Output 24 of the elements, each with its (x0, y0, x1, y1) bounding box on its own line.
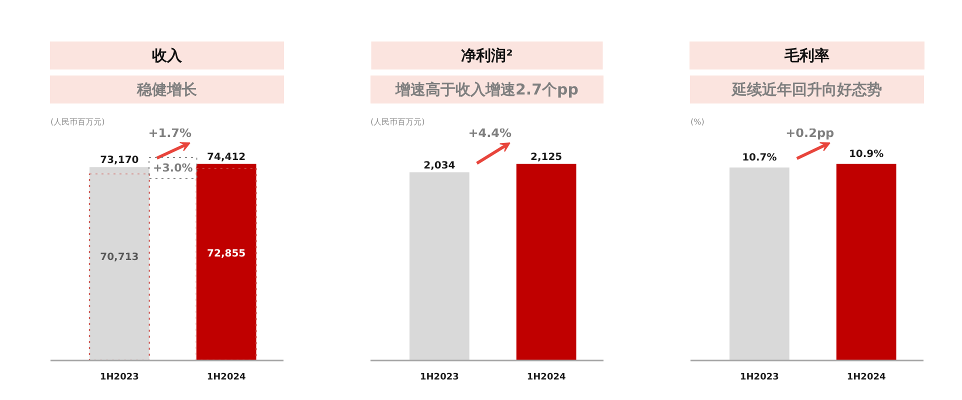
chart-subtitle: 增速高于收入增速2.7个pp (394, 80, 579, 98)
data-label: 10.7% (742, 152, 777, 164)
x-tick-label: 1H2023 (100, 372, 139, 382)
total-label: 74,412 (207, 152, 246, 163)
y-axis-title: (人民币百万元) (50, 118, 105, 126)
x-tick-label: 1H2023 (420, 372, 459, 382)
annotation: +3.0% (153, 162, 193, 175)
chart-subtitle: 稳健增长 (136, 80, 198, 98)
chart-title: 毛利率 (784, 46, 830, 64)
x-tick-label: 1H2024 (846, 372, 886, 382)
chart-title: 收入 (152, 46, 183, 64)
chart-subtitle: 延续近年回升向好态势 (731, 80, 882, 98)
y-axis-title: (%) (690, 118, 704, 126)
data-label: 2,034 (424, 160, 456, 172)
x-tick-label: 1H2024 (526, 372, 566, 382)
chart-title: 净利润² (461, 46, 513, 64)
data-label: 10.9% (848, 148, 884, 160)
y-axis-title: (人民币百万元) (370, 118, 425, 126)
x-tick-label: 1H2024 (206, 372, 246, 382)
data-label: 72,855 (207, 248, 246, 260)
data-label: 2,125 (530, 152, 562, 163)
total-label: 73,170 (100, 155, 139, 166)
data-label: 70,713 (100, 252, 139, 263)
x-tick-label: 1H2023 (740, 372, 779, 382)
